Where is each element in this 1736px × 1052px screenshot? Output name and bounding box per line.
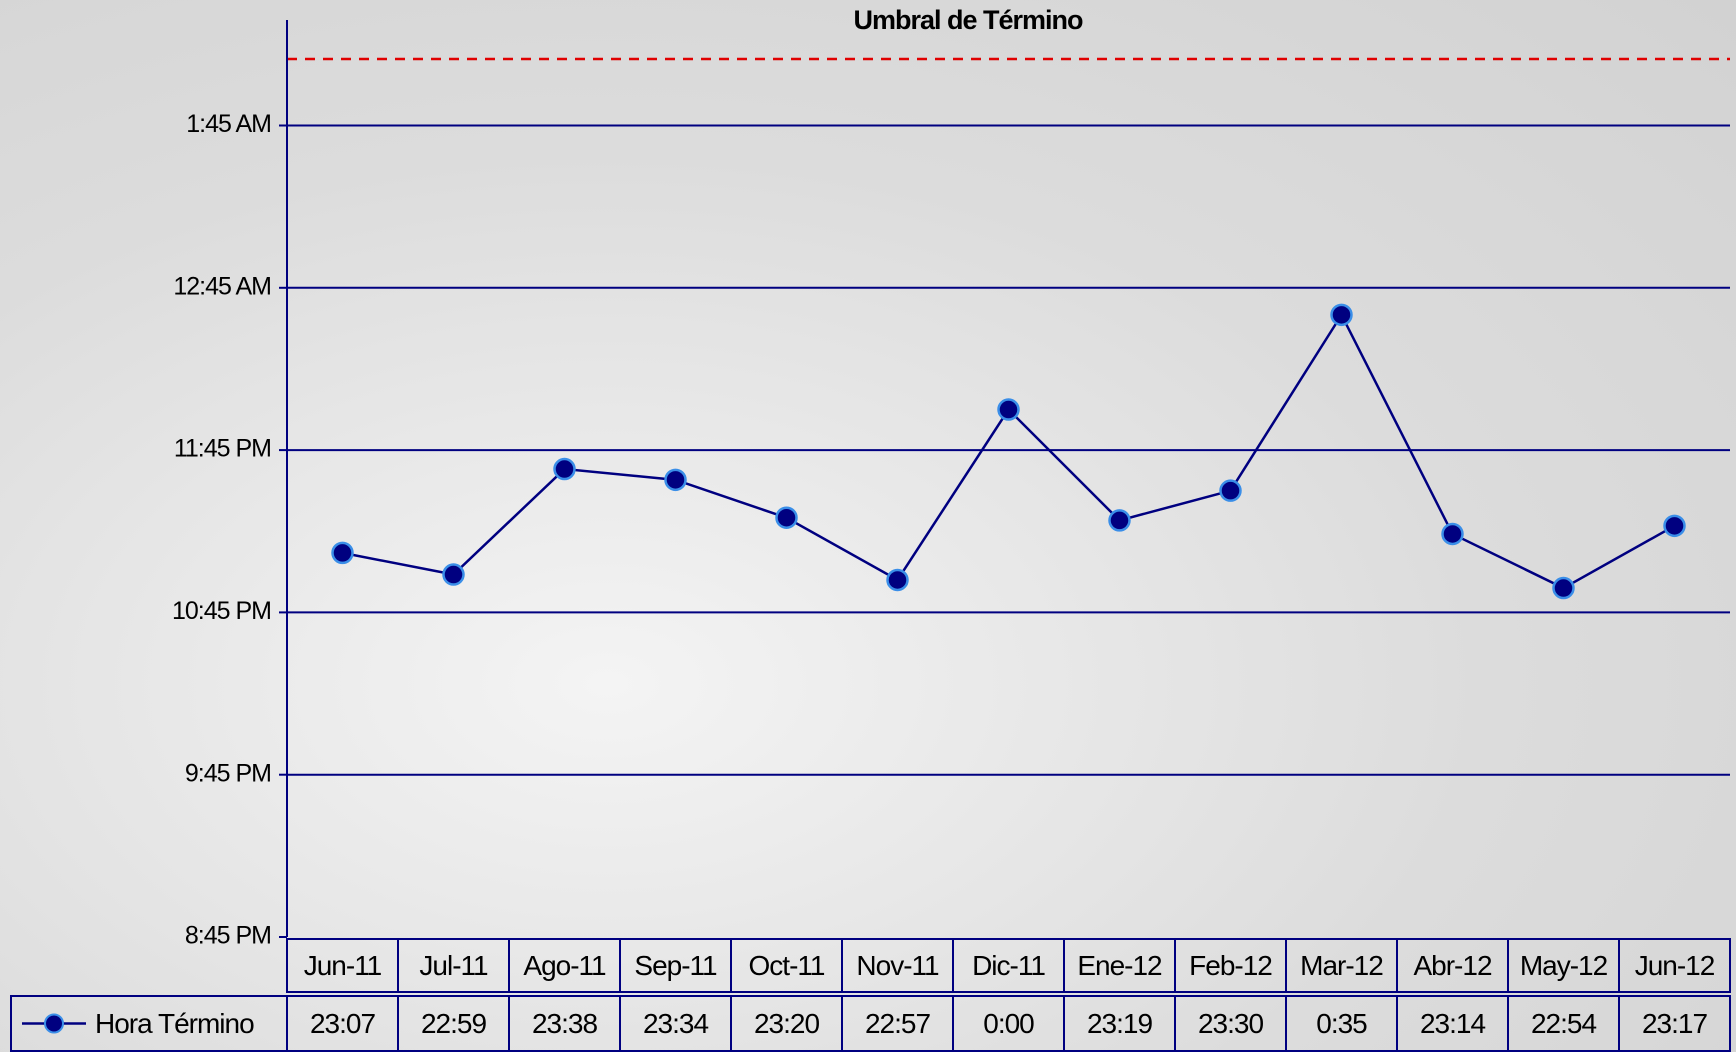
data-point <box>1110 510 1130 530</box>
data-point <box>777 508 797 528</box>
table-value: 23:19 <box>1087 1008 1152 1039</box>
table-value: 23:17 <box>1642 1008 1707 1039</box>
table-value: 23:14 <box>1420 1008 1485 1039</box>
table-value: 0:00 <box>983 1008 1034 1039</box>
x-tick-label: Dic-11 <box>972 950 1045 981</box>
legend-label: Hora Término <box>95 1008 254 1039</box>
data-point <box>666 470 686 490</box>
chart: Umbral de Término 8:45 PM 9:45 PM 10:45 PM… <box>0 0 1736 1052</box>
data-point <box>888 570 908 590</box>
table-value: 23:38 <box>532 1008 597 1039</box>
legend-marker <box>45 1015 63 1033</box>
series-line <box>343 315 1675 588</box>
x-tick-label: Jun-11 <box>304 950 382 981</box>
x-tick-label: Abr-12 <box>1413 950 1491 981</box>
chart-title: Umbral de Término <box>853 5 1083 35</box>
data-point <box>1332 305 1352 325</box>
y-tick-label: 10:45 PM <box>172 597 271 625</box>
y-tick-label: 12:45 AM <box>173 272 271 300</box>
x-tick-label: Feb-12 <box>1189 950 1272 981</box>
x-tick-label: Oct-11 <box>749 950 825 981</box>
table-value: 0:35 <box>1316 1008 1367 1039</box>
table-value: 23:30 <box>1198 1008 1263 1039</box>
table-value: 23:34 <box>643 1008 708 1039</box>
y-tick-label: 8:45 PM <box>185 922 271 950</box>
y-tick-label: 11:45 PM <box>174 435 271 463</box>
data-point <box>1554 578 1574 598</box>
x-tick-label: Jun-12 <box>1635 950 1715 981</box>
y-tick-label: 9:45 PM <box>185 759 271 787</box>
data-point <box>1443 524 1463 544</box>
table-value: 22:54 <box>1531 1008 1596 1039</box>
table-value: 22:57 <box>865 1008 930 1039</box>
data-point <box>1221 481 1241 501</box>
x-tick-label: May-12 <box>1520 950 1608 981</box>
data-point <box>999 400 1019 420</box>
x-tick-label: Mar-12 <box>1300 950 1383 981</box>
x-tick-label: Ago-11 <box>523 950 606 981</box>
data-point <box>333 543 353 563</box>
data-point <box>555 459 575 479</box>
x-tick-label: Ene-12 <box>1077 950 1162 981</box>
x-tick-label: Sep-11 <box>634 950 717 981</box>
page: Umbral de Término 8:45 PM 9:45 PM 10:45 PM… <box>0 0 1736 1052</box>
table-value: 22:59 <box>421 1008 486 1039</box>
y-tick-label: 1:45 AM <box>186 110 271 138</box>
data-point <box>444 565 464 585</box>
x-tick-label: Jul-11 <box>419 950 488 981</box>
table-value: 23:20 <box>754 1008 819 1039</box>
table-value: 23:07 <box>310 1008 375 1039</box>
data-point <box>1665 516 1685 536</box>
x-tick-label: Nov-11 <box>856 950 939 981</box>
